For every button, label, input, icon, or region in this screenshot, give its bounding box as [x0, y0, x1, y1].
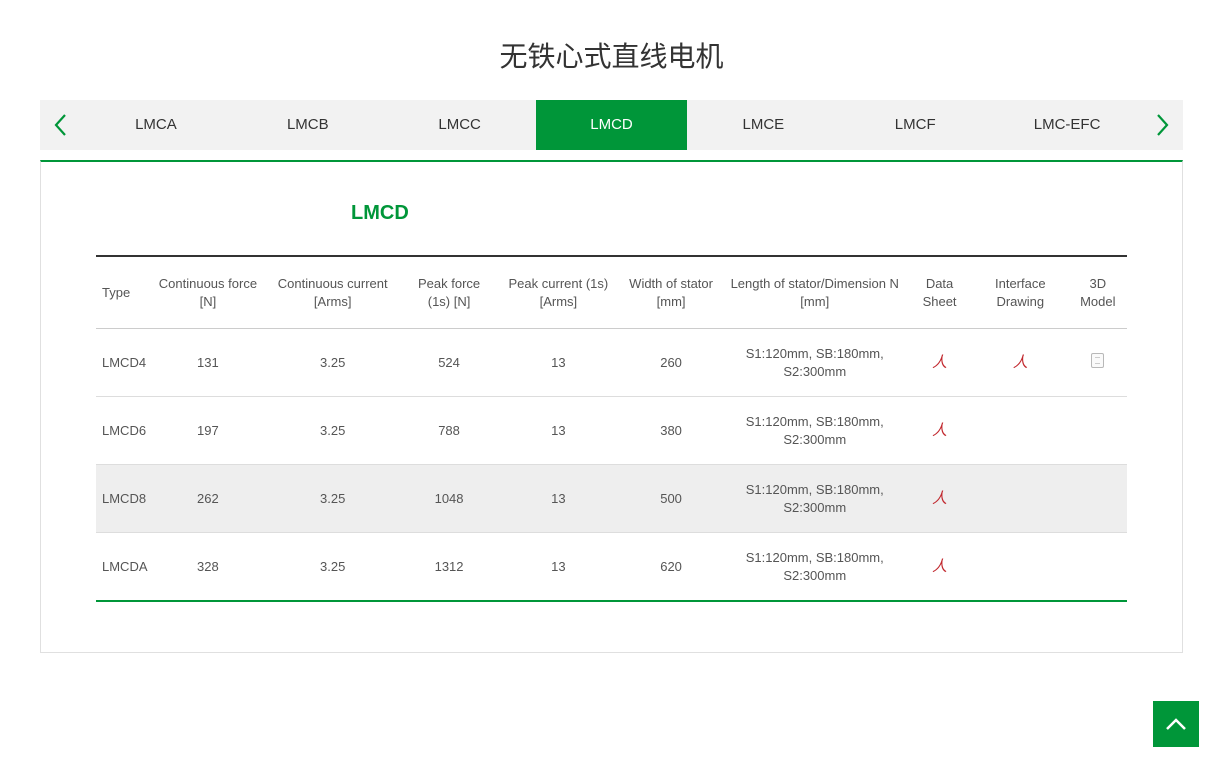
table-cell: LMCD6: [96, 397, 152, 465]
table-cell: 788: [401, 397, 497, 465]
column-header: Type: [96, 256, 152, 329]
table-cell: 13: [497, 329, 620, 397]
table-cell: 13: [497, 397, 620, 465]
datasheet-cell: 人: [907, 465, 972, 533]
table-body: LMCD41313.2552413260S1:120mm, SB:180mm, …: [96, 329, 1127, 602]
tab-lmcd[interactable]: LMCD: [536, 100, 688, 150]
column-header: 3D Model: [1069, 256, 1127, 329]
datasheet-cell: 人: [907, 397, 972, 465]
table-cell: S1:120mm, SB:180mm, S2:300mm: [722, 329, 907, 397]
table-cell: 3.25: [264, 533, 401, 602]
tab-lmce[interactable]: LMCE: [687, 100, 839, 150]
column-header: Width of stator [mm]: [620, 256, 723, 329]
model3d-cell: [1069, 329, 1127, 397]
tab-list: LMCALMCBLMCCLMCDLMCELMCFLMC-EFC: [80, 100, 1143, 150]
pdf-icon[interactable]: 人: [932, 355, 947, 371]
column-header: Peak force (1s) [N]: [401, 256, 497, 329]
pdf-icon[interactable]: 人: [932, 559, 947, 575]
page-title: 无铁心式直线电机: [0, 0, 1223, 100]
table-row[interactable]: LMCD61973.2578813380S1:120mm, SB:180mm, …: [96, 397, 1127, 465]
table-cell: 380: [620, 397, 723, 465]
table-row[interactable]: LMCDA3283.25131213620S1:120mm, SB:180mm,…: [96, 533, 1127, 602]
scroll-to-top-button[interactable]: [1153, 701, 1199, 747]
table-cell: 3.25: [264, 465, 401, 533]
pdf-icon[interactable]: 人: [1013, 355, 1028, 371]
table-cell: S1:120mm, SB:180mm, S2:300mm: [722, 465, 907, 533]
tab-lmca[interactable]: LMCA: [80, 100, 232, 150]
tab-lmcc[interactable]: LMCC: [384, 100, 536, 150]
table-cell: 328: [152, 533, 265, 602]
tab-lmc-efc[interactable]: LMC-EFC: [991, 100, 1143, 150]
model3d-cell: [1069, 397, 1127, 465]
interface-cell: [972, 465, 1069, 533]
table-cell: LMCD4: [96, 329, 152, 397]
table-cell: 1048: [401, 465, 497, 533]
table-header-row: TypeContinuous force [N]Continuous curre…: [96, 256, 1127, 329]
table-cell: LMCDA: [96, 533, 152, 602]
column-header: Peak current (1s) [Arms]: [497, 256, 620, 329]
table-cell: 260: [620, 329, 723, 397]
table-row[interactable]: LMCD82623.25104813500S1:120mm, SB:180mm,…: [96, 465, 1127, 533]
datasheet-cell: 人: [907, 329, 972, 397]
spec-table: TypeContinuous force [N]Continuous curre…: [96, 255, 1127, 602]
model3d-cell: [1069, 465, 1127, 533]
tab-lmcb[interactable]: LMCB: [232, 100, 384, 150]
table-cell: LMCD8: [96, 465, 152, 533]
table-cell: 13: [497, 533, 620, 602]
table-row[interactable]: LMCD41313.2552413260S1:120mm, SB:180mm, …: [96, 329, 1127, 397]
model3d-cell: [1069, 533, 1127, 602]
table-cell: S1:120mm, SB:180mm, S2:300mm: [722, 533, 907, 602]
column-header: Length of stator/Dimension N [mm]: [722, 256, 907, 329]
chevron-left-icon: [53, 113, 67, 137]
tab-lmcf[interactable]: LMCF: [839, 100, 991, 150]
table-cell: 500: [620, 465, 723, 533]
tab-bar: LMCALMCBLMCCLMCDLMCELMCFLMC-EFC: [40, 100, 1183, 150]
next-arrow[interactable]: [1143, 100, 1183, 150]
zip-icon[interactable]: [1091, 353, 1104, 368]
column-header: Continuous force [N]: [152, 256, 265, 329]
interface-cell: [972, 397, 1069, 465]
chevron-up-icon: [1165, 717, 1187, 731]
pdf-icon[interactable]: 人: [932, 423, 947, 439]
column-header: Continuous current [Arms]: [264, 256, 401, 329]
table-cell: 3.25: [264, 329, 401, 397]
column-header: Interface Drawing: [972, 256, 1069, 329]
pdf-icon[interactable]: 人: [932, 491, 947, 507]
table-cell: 1312: [401, 533, 497, 602]
table-cell: 524: [401, 329, 497, 397]
interface-cell: 人: [972, 329, 1069, 397]
interface-cell: [972, 533, 1069, 602]
table-cell: 3.25: [264, 397, 401, 465]
table-cell: 13: [497, 465, 620, 533]
table-cell: 262: [152, 465, 265, 533]
table-cell: S1:120mm, SB:180mm, S2:300mm: [722, 397, 907, 465]
datasheet-cell: 人: [907, 533, 972, 602]
prev-arrow[interactable]: [40, 100, 80, 150]
section-title: LMCD: [351, 202, 1127, 225]
chevron-right-icon: [1156, 113, 1170, 137]
content-panel: LMCD TypeContinuous force [N]Continuous …: [40, 160, 1183, 653]
table-cell: 620: [620, 533, 723, 602]
column-header: Data Sheet: [907, 256, 972, 329]
table-cell: 197: [152, 397, 265, 465]
table-cell: 131: [152, 329, 265, 397]
